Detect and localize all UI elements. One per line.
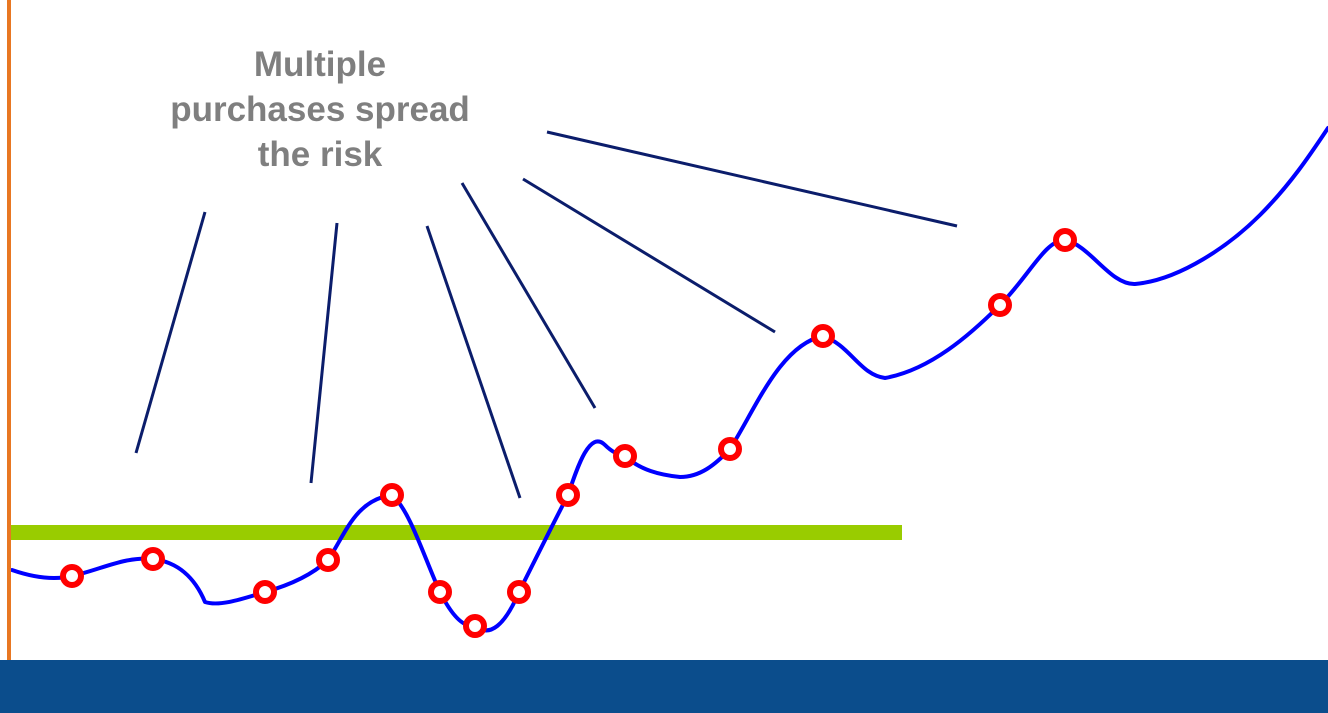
purchase-marker xyxy=(556,483,580,507)
purchase-marker xyxy=(463,614,487,638)
title-line: Multiple xyxy=(253,45,387,84)
title: Multiple purchases spread the risk xyxy=(90,42,550,177)
left-rule xyxy=(7,0,11,713)
title-line: the risk xyxy=(257,135,383,174)
purchase-marker xyxy=(988,293,1012,317)
average-cost-line xyxy=(10,525,902,540)
purchase-marker xyxy=(141,547,165,571)
purchase-marker xyxy=(60,564,84,588)
purchase-marker xyxy=(428,580,452,604)
price-line xyxy=(10,126,1328,633)
pointer-line xyxy=(460,182,597,409)
pointer-line xyxy=(425,225,522,499)
pointer-lines xyxy=(134,130,958,499)
purchase-marker xyxy=(316,548,340,572)
pointer-line xyxy=(309,222,339,484)
purchase-marker xyxy=(380,483,404,507)
title-line: purchases spread xyxy=(170,90,470,129)
purchase-marker xyxy=(811,324,835,348)
purchase-marker xyxy=(253,580,277,604)
pointer-line xyxy=(546,130,958,228)
footer-bar xyxy=(0,660,1328,713)
purchase-marker xyxy=(718,437,742,461)
pointer-line xyxy=(134,211,207,454)
purchase-marker xyxy=(507,580,531,604)
purchase-marker xyxy=(613,444,637,468)
pointer-line xyxy=(522,177,776,334)
purchase-markers xyxy=(60,228,1077,638)
purchase-marker xyxy=(1053,228,1077,252)
